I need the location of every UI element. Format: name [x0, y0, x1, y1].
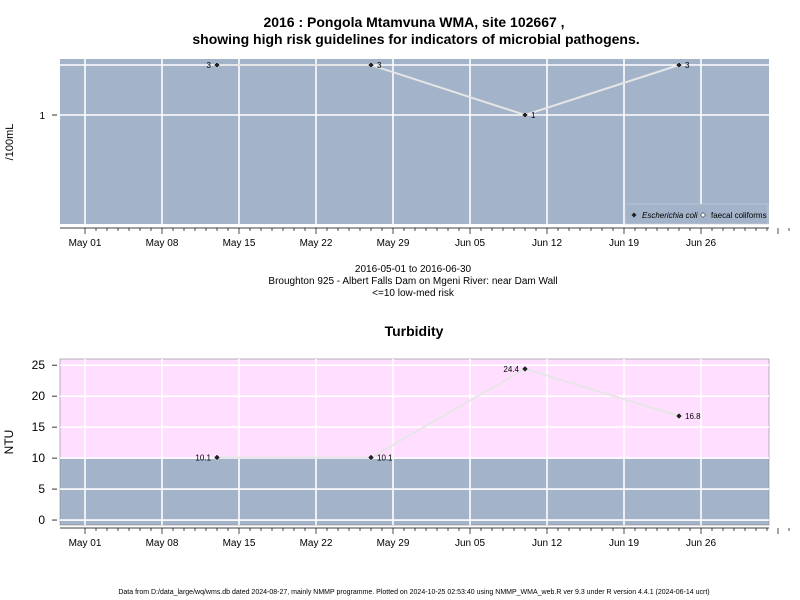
turbidity-y-tick-label: 25	[32, 358, 46, 372]
turbidity-x-tick-label: May 15	[223, 538, 256, 549]
ecoli-data-point	[521, 111, 529, 119]
turbidity-data-point	[675, 412, 683, 420]
ecoli-data-label: 3	[377, 61, 382, 70]
high-risk-band	[60, 359, 769, 459]
ecoli-data-label: 1	[531, 111, 536, 120]
legend-faecal-marker	[700, 212, 706, 218]
micro-x-tick-label: Jun 19	[609, 238, 639, 249]
micro-x-tick-label: Jun 26	[686, 238, 716, 249]
turbidity-y-tick-label: 15	[32, 420, 46, 434]
turbidity-x-tick-label: May 29	[377, 538, 410, 549]
turbidity-y-tick-label: 10	[32, 451, 46, 465]
micro-x-tick-label: Jun 12	[532, 238, 562, 249]
ecoli-data-point	[213, 61, 221, 69]
turbidity-x-tick-label: May 01	[69, 538, 102, 549]
turbidity-x-tick-label: Jun 12	[532, 538, 562, 549]
legend-ecoli-label: Escherichia coli	[642, 211, 698, 220]
turbidity-y-tick-label: 5	[38, 482, 45, 496]
ecoli-data-label: 3	[207, 61, 212, 70]
turbidity-data-label: 16.8	[685, 412, 701, 421]
micro-x-tick-label: May 08	[146, 238, 179, 249]
turbidity-series-line	[217, 367, 680, 459]
chart-title-line2: showing high risk guidelines for indicat…	[192, 31, 640, 47]
micro-legend-box	[624, 203, 769, 225]
legend-ecoli-marker	[631, 212, 637, 218]
micro-y-tick-label: 1	[39, 111, 45, 122]
micro-x-tick-label: May 01	[69, 238, 102, 249]
ecoli-data-point	[675, 61, 683, 69]
turbidity-x-tick-label: May 22	[300, 538, 333, 549]
site-description-text: Broughton 925 - Albert Falls Dam on Mgen…	[268, 276, 558, 287]
ecoli-data-label: 3	[685, 61, 690, 70]
micro-x-tick-label: May 29	[377, 238, 410, 249]
chart-title-line1: 2016 : Pongola Mtamvuna WMA, site 102667…	[263, 14, 565, 30]
risk-description-text: <=10 low-med risk	[372, 288, 454, 299]
ecoli-data-point	[367, 61, 375, 69]
footer-source-text: Data from D:/data_large/wq/wms.db dated …	[118, 589, 710, 596]
micro-plot-panel	[60, 59, 769, 224]
turbidity-plot-border	[59, 358, 770, 526]
micro-y-axis-label: /100mL	[4, 124, 16, 161]
turbidity-x-tick-label: Jun 19	[609, 538, 639, 549]
turbidity-x-tick-label: Jun 26	[686, 538, 716, 549]
turbidity-data-label: 10.1	[195, 453, 211, 462]
turbidity-y-axis-label: NTU	[2, 430, 16, 455]
legend-faecal-label: faecal coliforms	[711, 211, 767, 220]
micro-x-tick-label: Jun 05	[455, 238, 485, 249]
turbidity-chart-title: Turbidity	[384, 323, 444, 339]
turbidity-data-point	[367, 454, 375, 461]
turbidity-x-tick-label: Jun 05	[455, 538, 485, 549]
turbidity-y-tick-label: 20	[32, 389, 46, 403]
micro-x-tick-label: May 22	[300, 238, 333, 249]
turbidity-data-point	[521, 365, 529, 373]
micro-x-tick-label: May 15	[223, 238, 256, 249]
ecoli-series-line	[217, 64, 680, 117]
turbidity-y-tick-label: 0	[38, 513, 45, 527]
turbidity-data-label: 24.4	[503, 365, 519, 374]
low-risk-band	[60, 458, 769, 525]
turbidity-data-point	[213, 454, 221, 461]
date-range-text: 2016-05-01 to 2016-06-30	[354, 264, 472, 275]
turbidity-x-tick-label: May 08	[146, 538, 179, 549]
turbidity-data-label: 10.1	[377, 453, 393, 462]
